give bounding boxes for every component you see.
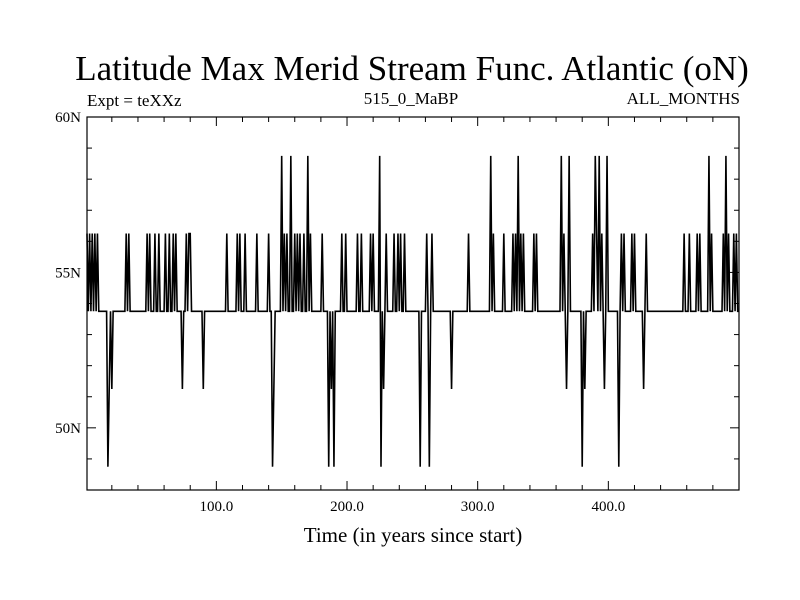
x-tick-label: 100.0 bbox=[199, 499, 233, 515]
plot-frame bbox=[86, 116, 740, 491]
x-tick-label: 200.0 bbox=[330, 499, 364, 515]
x-axis-label: Time (in years since start) bbox=[304, 523, 523, 547]
y-tick-label: 55N bbox=[55, 265, 81, 281]
y-tick-label: 60N bbox=[55, 110, 81, 126]
x-tick-label: 300.0 bbox=[461, 499, 495, 515]
subtitle-months: ALL_MONTHS bbox=[627, 89, 740, 108]
chart-title: Latitude Max Merid Stream Func. Atlantic… bbox=[75, 49, 749, 88]
subtitle-age: 515_0_MaBP bbox=[364, 89, 458, 108]
x-tick-label: 400.0 bbox=[591, 499, 625, 515]
series-line bbox=[86, 155, 739, 467]
axis-tick-labels: 100.0 200.0 300.0 400.0 50N 55N 60N bbox=[55, 110, 625, 515]
y-tick-label: 50N bbox=[55, 421, 81, 437]
subtitle-experiment: Expt = teXXz bbox=[87, 91, 182, 110]
